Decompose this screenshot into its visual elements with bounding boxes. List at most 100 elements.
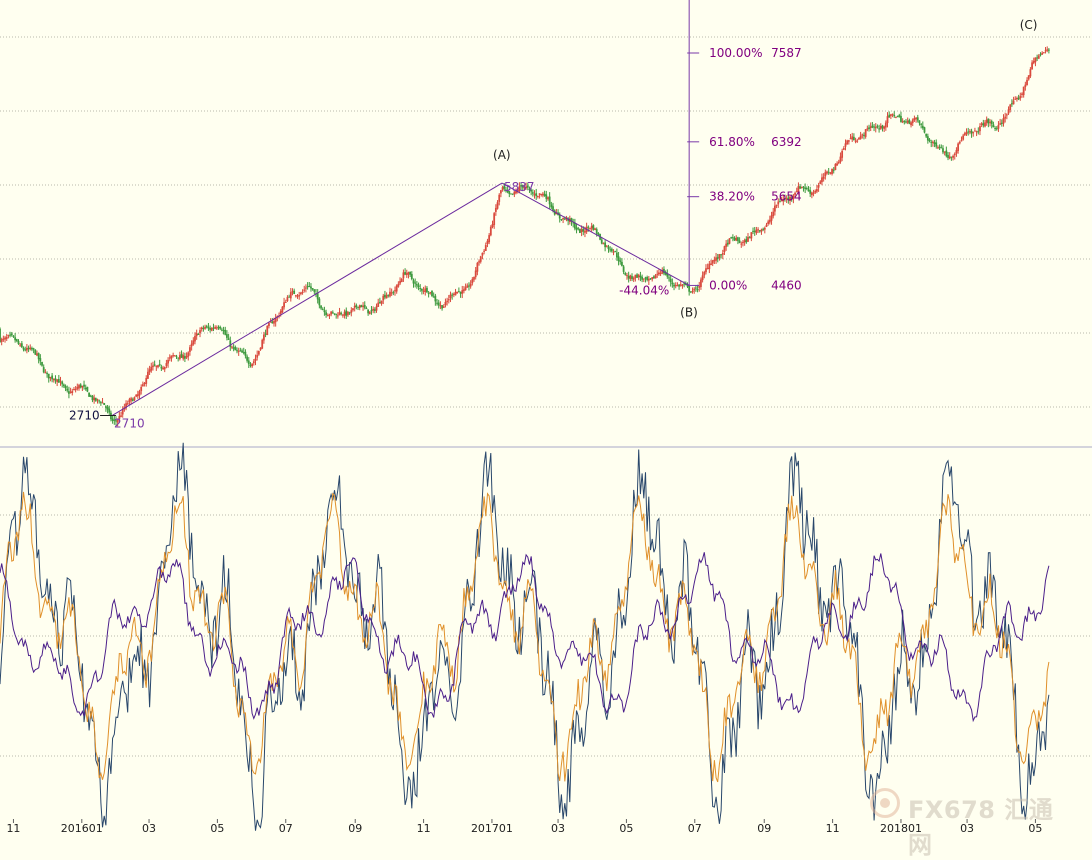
candle-body <box>550 204 552 207</box>
candle-body <box>917 117 919 120</box>
candle-body <box>58 379 60 383</box>
candle-body <box>542 194 544 196</box>
candle-body <box>322 309 324 310</box>
candle-body <box>433 297 435 298</box>
candle-body <box>964 133 966 135</box>
candle-body <box>1043 52 1045 53</box>
candle-body <box>475 271 477 278</box>
candle-body <box>409 272 411 275</box>
candle-body <box>739 241 741 243</box>
candle-body <box>421 289 423 291</box>
candle-body <box>65 386 67 388</box>
candle-body <box>841 151 843 158</box>
candle-body <box>713 260 715 262</box>
candle-body <box>544 194 546 196</box>
candle-body <box>189 347 191 352</box>
candle-body <box>1003 118 1005 124</box>
candle-body <box>487 241 489 244</box>
candle-body <box>915 118 917 119</box>
candle-body <box>53 379 55 380</box>
candle-body <box>66 389 68 391</box>
candle-body <box>93 398 95 401</box>
candle-body <box>547 197 549 199</box>
candle-body <box>878 128 880 129</box>
candle-body <box>206 326 208 327</box>
candle-body <box>712 260 714 263</box>
candle-body <box>979 126 981 131</box>
candle-body <box>900 116 902 122</box>
candle-body <box>184 356 186 359</box>
candle-body <box>813 193 815 194</box>
candle-body <box>587 227 589 228</box>
candle-body <box>616 253 618 258</box>
candle-body <box>986 120 988 123</box>
candle-body <box>700 280 702 287</box>
candle-body <box>952 156 954 158</box>
candle-body <box>624 273 626 275</box>
candle-body <box>1026 80 1028 85</box>
candle-body <box>1014 99 1016 100</box>
candle-body <box>492 224 494 227</box>
candle-body <box>426 288 428 292</box>
candle-body <box>26 348 28 351</box>
fib-level-value: 7587 <box>771 46 802 60</box>
candle-body <box>801 187 803 188</box>
x-tick-label: 03 <box>142 822 156 835</box>
candle-body <box>102 402 104 403</box>
candle-body <box>629 275 631 279</box>
candle-body <box>1008 109 1010 113</box>
candle-body <box>643 279 645 280</box>
candle-body <box>450 295 452 299</box>
candle-body <box>851 136 853 139</box>
candle-body <box>999 123 1001 124</box>
candle-body <box>954 154 956 155</box>
candle-body <box>187 352 189 356</box>
candle-body <box>549 197 551 205</box>
candle-body <box>816 189 818 191</box>
candle-body <box>840 157 842 162</box>
candle-body <box>342 315 344 316</box>
candle-body <box>34 350 36 355</box>
candle-body <box>914 118 916 120</box>
candle-body <box>194 336 196 341</box>
candle-body <box>401 279 403 282</box>
candle-body <box>137 394 139 396</box>
candle-body <box>1038 56 1040 59</box>
candle-body <box>826 172 828 174</box>
candle-body <box>482 253 484 256</box>
candle-body <box>0 329 1 342</box>
candle-body <box>354 306 356 308</box>
candle-body <box>922 126 924 128</box>
candle-body <box>290 292 292 298</box>
candle-body <box>671 283 673 285</box>
candle-body <box>461 290 463 294</box>
candle-body <box>255 359 257 361</box>
candle-body <box>710 263 712 265</box>
candle-body <box>902 121 904 122</box>
fib-level-value: 4460 <box>771 278 802 292</box>
candle-body <box>991 121 993 124</box>
candle-body <box>1045 50 1047 51</box>
candle-body <box>887 116 889 123</box>
candle-body <box>70 392 72 393</box>
candle-body <box>908 120 910 124</box>
candle-body <box>51 376 53 380</box>
candle-body <box>359 305 361 308</box>
candle-body <box>776 205 778 206</box>
candle-body <box>339 312 341 315</box>
candle-body <box>697 289 699 290</box>
candle-body <box>740 244 742 245</box>
candle-body <box>500 190 502 193</box>
candle-body <box>725 244 727 247</box>
candle-body <box>404 272 406 274</box>
candle-body <box>705 268 707 272</box>
candle-body <box>656 274 658 275</box>
candle-body <box>969 131 971 132</box>
candle-body <box>552 206 554 210</box>
candle-body <box>226 334 228 338</box>
candle-body <box>192 340 194 344</box>
candle-body <box>609 249 611 250</box>
candle-body <box>293 291 295 294</box>
candle-body <box>949 157 951 159</box>
candle-body <box>76 387 78 389</box>
